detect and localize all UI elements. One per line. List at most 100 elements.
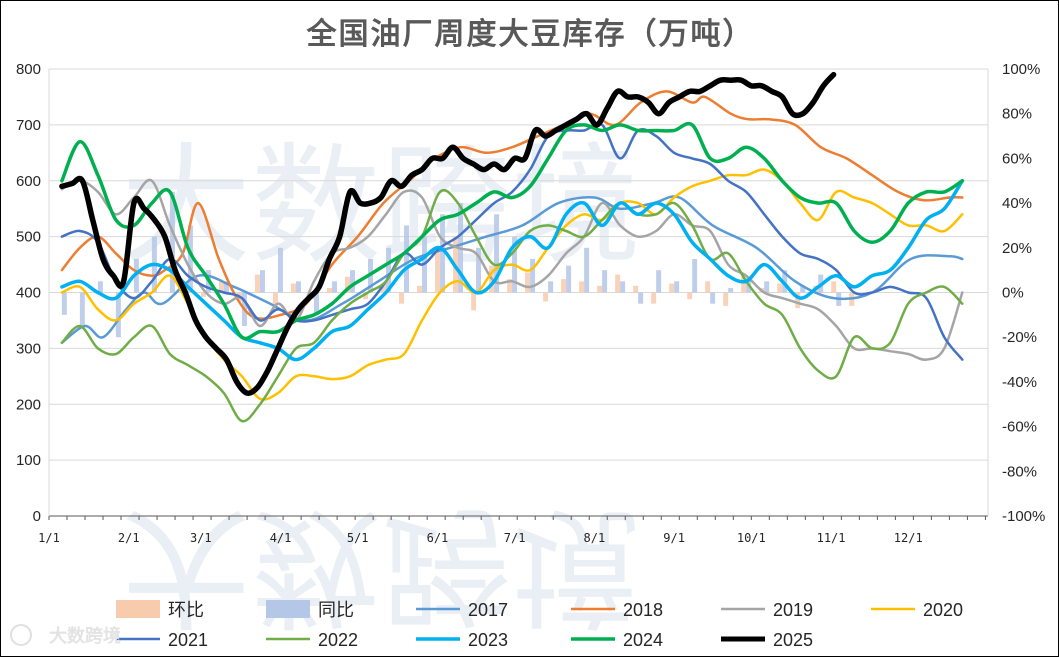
bar-同比 — [223, 281, 229, 293]
x-tick-label: 1/1 — [38, 531, 60, 545]
bar-环比 — [363, 292, 369, 300]
bar-同比 — [476, 247, 482, 293]
bar-同比 — [187, 225, 193, 293]
bar-同比 — [692, 258, 698, 293]
bar-同比 — [277, 247, 283, 293]
bar-同比 — [349, 270, 355, 293]
x-tick-label: 10/1 — [737, 531, 766, 545]
legend-label-环比: 环比 — [168, 600, 204, 620]
bar-环比 — [561, 279, 567, 293]
chart-title: 全国油厂周度大豆库存（万吨） — [306, 17, 755, 52]
y-tick-label: 0 — [33, 508, 41, 525]
y2-tick-label: 60% — [1002, 150, 1032, 167]
line-series-2017 — [60, 195, 964, 345]
bar-环比 — [579, 281, 585, 293]
legend-label-2019: 2019 — [773, 600, 813, 620]
y2-tick-label: -80% — [1002, 463, 1037, 480]
x-tick-label: 6/1 — [427, 531, 449, 545]
bar-同比 — [602, 270, 608, 293]
x-tick-label: 12/1 — [894, 531, 923, 545]
bar-同比 — [548, 281, 554, 293]
bar-同比 — [440, 214, 446, 293]
bar-环比 — [633, 285, 639, 293]
legend-label-2023: 2023 — [468, 630, 508, 650]
x-tick-label: 2/1 — [118, 531, 140, 545]
y2-tick-label: -100% — [1002, 508, 1045, 525]
bar-环比 — [218, 281, 224, 293]
bar-环比 — [651, 292, 657, 304]
x-tick-label: 11/1 — [817, 531, 846, 545]
y2-tick-label: 40% — [1002, 195, 1032, 212]
legend-label-2020: 2020 — [923, 600, 963, 620]
y2-tick-label: 20% — [1002, 240, 1032, 257]
y-tick-label: 600 — [16, 173, 41, 190]
credit-logo-icon — [10, 624, 32, 646]
bar-环比 — [669, 283, 675, 293]
bar-同比 — [764, 281, 770, 293]
bar-同比 — [61, 292, 67, 315]
y-tick-label: 500 — [16, 229, 41, 246]
y2-tick-label: -40% — [1002, 374, 1037, 391]
bar-同比 — [674, 281, 680, 293]
bar-环比 — [417, 285, 423, 293]
y2-tick-label: 80% — [1002, 106, 1032, 123]
x-tick-label: 5/1 — [347, 531, 369, 545]
bar-同比 — [97, 281, 103, 293]
bar-同比 — [584, 247, 590, 293]
axes: 0 100 200 300 400 500 600 700 800 -100% -80% -60% -4… — [16, 61, 1045, 545]
credit-logo: 大数跨境 — [10, 624, 121, 647]
bar-同比 — [79, 292, 85, 327]
legend-label-2018: 2018 — [623, 600, 663, 620]
y2-tick-label: -20% — [1002, 329, 1037, 346]
legend-label-2021: 2021 — [168, 630, 208, 650]
bar-同比 — [331, 281, 337, 293]
line-series-2019 — [60, 178, 964, 361]
x-tick-label: 4/1 — [270, 531, 292, 545]
legend-swatch-同比 — [266, 600, 310, 618]
bar-同比 — [169, 191, 175, 293]
bar-环比 — [200, 292, 206, 297]
bar-环比 — [254, 274, 260, 293]
legend-label-同比: 同比 — [318, 600, 354, 620]
y-tick-label: 200 — [16, 396, 41, 413]
bar-同比 — [386, 247, 392, 293]
bar-环比 — [795, 292, 801, 309]
line-series-2024 — [60, 121, 965, 341]
bar-环比 — [507, 279, 513, 293]
line-series-2018 — [60, 90, 964, 320]
bar-同比 — [566, 265, 572, 293]
legend: 环比 同比 2017 2018 2019 2020 2021 2022 2023 2024 2025 — [116, 600, 963, 650]
x-tick-label: 7/1 — [504, 531, 526, 545]
y-tick-label: 700 — [16, 117, 41, 134]
bar-环比 — [741, 276, 747, 293]
legend-swatch-环比 — [116, 600, 160, 618]
y-tick-label: 300 — [16, 340, 41, 357]
bar-环比 — [272, 292, 278, 306]
y-tick-label: 800 — [16, 61, 41, 78]
legend-label-2022: 2022 — [318, 630, 358, 650]
bar-环比 — [705, 281, 711, 293]
bar-同比 — [313, 292, 319, 315]
bar-环比 — [471, 292, 477, 311]
x-tick-label: 3/1 — [190, 531, 212, 545]
bar-环比 — [290, 283, 296, 293]
y2-tick-label: 100% — [1002, 61, 1040, 78]
x-tick-label: 9/1 — [663, 531, 685, 545]
y2-tick-label: -60% — [1002, 419, 1037, 436]
bar-环比 — [723, 292, 729, 306]
bar-环比 — [326, 288, 332, 293]
bar-环比 — [435, 252, 441, 293]
bar-环比 — [777, 283, 783, 293]
bar-同比 — [710, 292, 716, 304]
bar-同比 — [656, 270, 662, 293]
legend-label-2024: 2024 — [623, 630, 663, 650]
bar-环比 — [687, 292, 693, 300]
legend-label-2025: 2025 — [773, 630, 813, 650]
line-series-2025 — [59, 71, 837, 397]
line-series-layer — [59, 71, 965, 423]
y-tick-label: 100 — [16, 452, 41, 469]
bar-环比 — [543, 292, 549, 302]
bar-同比 — [295, 281, 301, 293]
bar-环比 — [344, 276, 350, 293]
